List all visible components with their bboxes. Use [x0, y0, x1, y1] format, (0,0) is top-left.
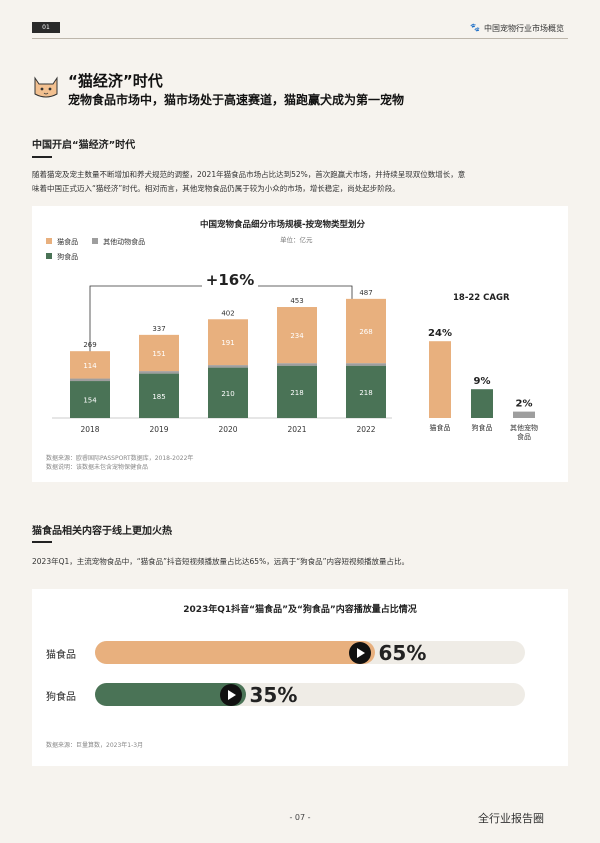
bar-segment: [346, 298, 386, 364]
legend-label: 狗食品: [57, 253, 79, 261]
chart-unit: 单位：亿元: [280, 236, 313, 244]
section-title: 中国开启“猫经济”时代: [32, 140, 136, 151]
cagr-category-label: 食品: [517, 432, 531, 441]
segment-label: 218: [290, 389, 303, 397]
hero-subtitle: 宠物食品市场中，猫市场处于高速赛道，猫跑赢犬成为第一宠物: [68, 93, 405, 107]
paw-icon: 🐾: [470, 23, 480, 32]
chart-title: 2023年Q1抖音“猫食品”及“狗食品”内容播放量占比情况: [183, 605, 417, 615]
segment-label: 234: [290, 332, 304, 340]
total-label: 453: [290, 297, 303, 305]
paragraph-line: 味着中国正式迈入“猫经济”时代。相对而言，其他宠物食品仍属于较为小众的市场，增长…: [32, 184, 400, 193]
play-icon: [219, 684, 242, 706]
cagr-bar: [429, 341, 451, 418]
source-note: 数据来源：巨量算数，2023年1-3月: [46, 742, 144, 749]
legend-swatch: [92, 238, 98, 244]
section-paragraph: 随着猫宠及宠主数量不断增加和养犬规范的调整，2021年猫食品市场占比达到52%，…: [32, 168, 572, 196]
segment-label: 210: [221, 390, 234, 398]
legend-swatch: [46, 253, 52, 259]
bar-segment: [70, 378, 110, 382]
bar-segment: [70, 351, 110, 379]
legend-item-other: 其他动物食品: [92, 229, 145, 248]
section-title: 猫食品相关内容于线上更加火热: [32, 526, 172, 537]
bar-segment: [277, 365, 317, 418]
legend-item-dog: 狗食品: [46, 244, 78, 263]
cagr-value-label: 9%: [474, 376, 491, 387]
cagr-value-label: 2%: [516, 399, 533, 410]
segment-label: 218: [359, 389, 372, 397]
cagr-bar: [513, 411, 535, 418]
page-number: - 07 -: [289, 813, 311, 822]
bar-label-cat: 猫食品: [46, 650, 76, 661]
stacked-bar-chart: +16% 154 114 269 2018 185 151 337 2019 210 191 402…: [52, 268, 392, 434]
source-note: 数据来源：欧睿国际PASSPORT数据库，2018-2022年: [46, 455, 194, 462]
section-underline: [32, 156, 52, 158]
bar-segment: [70, 381, 110, 418]
bar-segment: [139, 334, 179, 372]
x-tick-label: 2018: [80, 425, 99, 434]
cagr-category-label: 狗食品: [472, 423, 493, 432]
legend-swatch: [46, 238, 52, 244]
bar-fill-cat: [95, 641, 375, 664]
segment-label: 154: [83, 397, 97, 405]
legend-label: 其他动物食品: [103, 238, 146, 246]
paragraph-line: 随着猫宠及宠主数量不断增加和养犬规范的调整，2021年猫食品市场占比达到52%，…: [32, 170, 466, 179]
bar-segment: [277, 307, 317, 364]
play-icon: [348, 642, 371, 664]
cagr-category-label: 其他宠物: [510, 423, 538, 432]
total-label: 487: [359, 289, 372, 297]
segment-label: 151: [152, 350, 165, 358]
cagr-title: 18-22 CAGR: [453, 293, 510, 303]
total-label: 402: [221, 309, 234, 317]
x-tick-label: 2020: [218, 425, 237, 434]
bar-segment: [277, 363, 317, 366]
bar-label-dog: 狗食品: [46, 692, 76, 703]
bar-segment: [208, 319, 248, 366]
legend-item-cat: 猫食品: [46, 229, 78, 248]
chart-title: 中国宠物食品细分市场规模-按宠物类型划分: [200, 220, 366, 230]
header-divider: [32, 38, 568, 39]
cagr-category-label: 猫食品: [430, 423, 451, 432]
legend-label: 猫食品: [57, 238, 79, 246]
x-tick-label: 2021: [287, 425, 306, 434]
x-tick-label: 2022: [356, 425, 375, 434]
source-note: 数据说明：该数据未包含宠物保健食品: [46, 464, 149, 471]
segment-label: 114: [83, 362, 97, 370]
bar-segment: [139, 373, 179, 418]
x-tick-label: 2019: [149, 425, 168, 434]
bar-segment: [346, 363, 386, 366]
cagr-bar-chart: 24% 猫食品 9% 狗食品 2% 其他宠物食品: [428, 328, 538, 441]
section-badge: 01: [32, 22, 60, 33]
growth-label-bg: [202, 268, 258, 290]
report-title: 中国宠物行业市场概览: [484, 24, 564, 33]
section-paragraph: 2023年Q1，主流宠物食品中，“猫食品”抖音短视频播放量占比达65%，远高于“…: [32, 557, 409, 566]
total-label: 337: [152, 325, 165, 333]
bar-segment: [139, 371, 179, 374]
segment-label: 185: [152, 393, 165, 401]
cat-icon: [34, 76, 58, 98]
bar-segment: [208, 367, 248, 418]
bar-segment: [346, 365, 386, 418]
hero-title: “猫经济”时代: [68, 72, 163, 90]
bar-fill-dog: [95, 683, 246, 706]
cagr-bar: [471, 389, 493, 418]
total-label: 269: [83, 341, 96, 349]
bar-value-cat: 65%: [378, 641, 427, 665]
cagr-value-label: 24%: [428, 328, 452, 339]
segment-label: 191: [221, 339, 234, 347]
watermark: 全行业报告圈: [478, 812, 544, 825]
bar-segment: [208, 365, 248, 368]
douyin-share-chart-card: [32, 589, 568, 766]
section-underline: [32, 541, 52, 543]
segment-label: 268: [359, 328, 372, 336]
growth-label: +16%: [206, 271, 254, 289]
bar-value-dog: 35%: [249, 683, 298, 707]
